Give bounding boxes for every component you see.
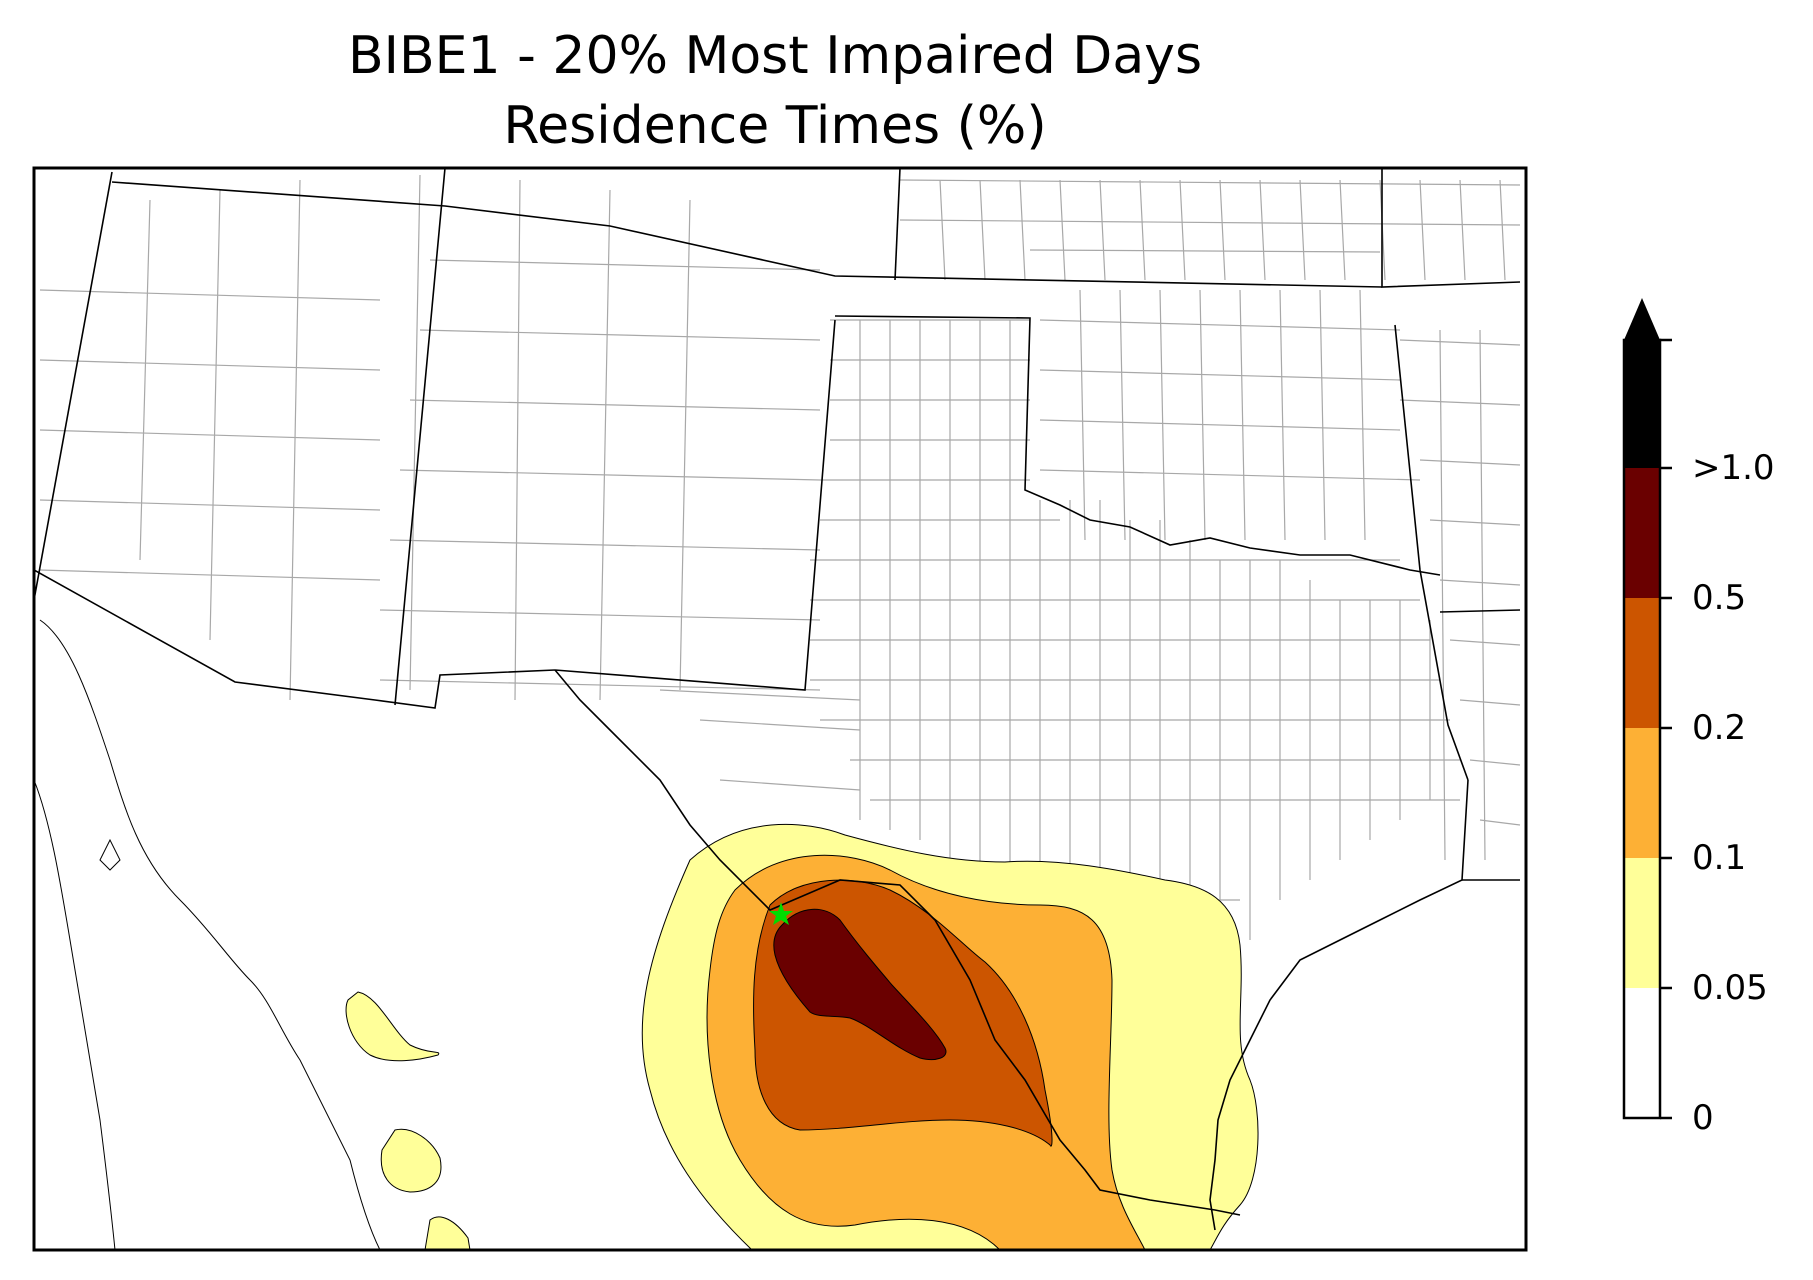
contour-0.05-blob-3 [424, 1216, 471, 1250]
colorbar-segment-0 [1624, 988, 1660, 1118]
state-boundaries [34, 168, 1521, 1231]
map-title-line-1: BIBE1 - 20% Most Impaired Days [347, 26, 1203, 86]
colorbar-label-1: 0.05 [1692, 968, 1768, 1008]
county-boundaries [39, 174, 1521, 1081]
contour-0.05-blob-1 [345, 991, 440, 1062]
map-frame [32, 166, 1528, 1252]
map-area [34, 168, 1521, 1250]
colorbar-label-3: 0.2 [1692, 708, 1747, 748]
colorbar-segment-3 [1624, 598, 1660, 728]
colorbar-segment-2 [1624, 728, 1660, 858]
colorbar [1622, 298, 1672, 1120]
colorbar-segment-4 [1624, 468, 1660, 598]
map-title-line-2: Residence Times (%) [503, 96, 1047, 156]
residence-time-contours [345, 823, 1259, 1250]
receptor-star-icon [769, 902, 793, 925]
colorbar-label-4: 0.5 [1692, 578, 1747, 618]
colorbar-extend-arrow [1624, 298, 1660, 340]
contour-0.05-blob-2 [380, 1128, 442, 1193]
contour-0.5 [773, 908, 947, 1061]
mexico-coastline [34, 619, 381, 1250]
colorbar-label-0: 0 [1692, 1098, 1714, 1138]
colorbar-label-2: 0.1 [1692, 838, 1747, 878]
colorbar-segment-5 [1624, 340, 1660, 468]
colorbar-segment-1 [1624, 858, 1660, 988]
colorbar-label-5: >1.0 [1692, 448, 1775, 488]
